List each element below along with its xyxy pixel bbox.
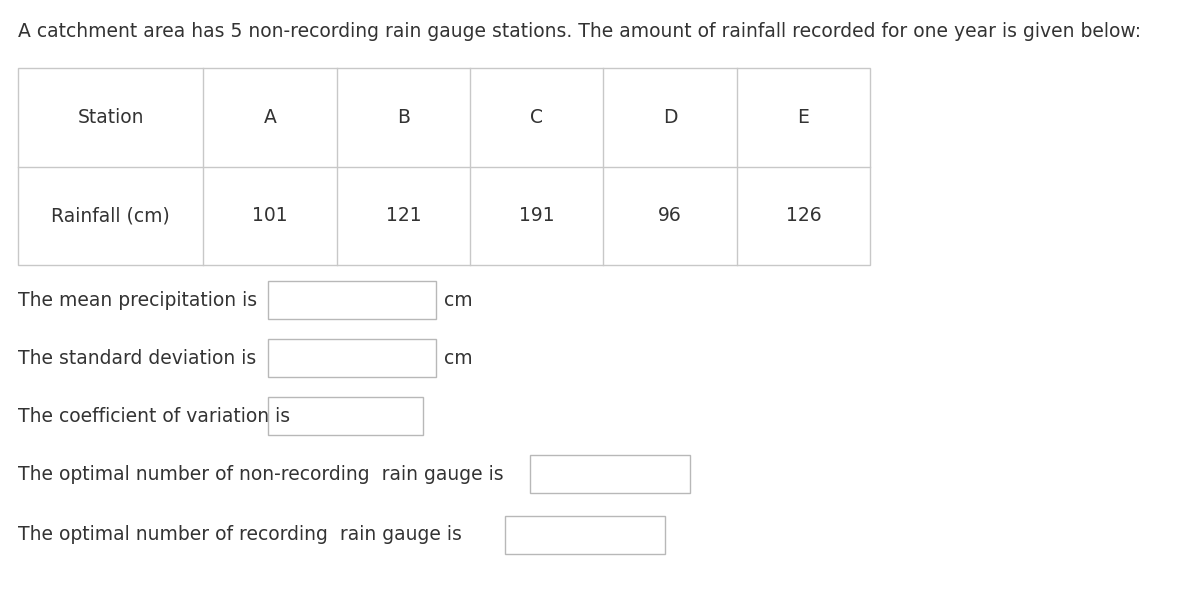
- Text: A: A: [264, 108, 276, 127]
- Text: The coefficient of variation is: The coefficient of variation is: [18, 407, 290, 426]
- Text: cm: cm: [444, 291, 473, 310]
- Text: The mean precipitation is: The mean precipitation is: [18, 291, 257, 310]
- Bar: [268, 281, 436, 319]
- Bar: [18, 68, 870, 265]
- Text: A catchment area has 5 non-recording rain gauge stations. The amount of rainfall: A catchment area has 5 non-recording rai…: [18, 22, 1141, 41]
- Text: B: B: [397, 108, 410, 127]
- Text: C: C: [530, 108, 544, 127]
- Text: The standard deviation is: The standard deviation is: [18, 348, 257, 367]
- Bar: [268, 339, 436, 377]
- Text: 121: 121: [385, 206, 421, 225]
- Text: cm: cm: [444, 348, 473, 367]
- Text: The optimal number of non-recording  rain gauge is: The optimal number of non-recording rain…: [18, 464, 504, 484]
- Bar: [268, 397, 424, 435]
- Text: 101: 101: [252, 206, 288, 225]
- Text: The optimal number of recording  rain gauge is: The optimal number of recording rain gau…: [18, 526, 462, 544]
- Text: Station: Station: [78, 108, 144, 127]
- Text: Rainfall (cm): Rainfall (cm): [52, 206, 170, 225]
- Bar: [505, 516, 665, 554]
- Bar: [530, 455, 690, 493]
- Text: E: E: [798, 108, 809, 127]
- Text: D: D: [662, 108, 677, 127]
- Text: 191: 191: [518, 206, 554, 225]
- Text: 126: 126: [786, 206, 821, 225]
- Text: 96: 96: [658, 206, 682, 225]
